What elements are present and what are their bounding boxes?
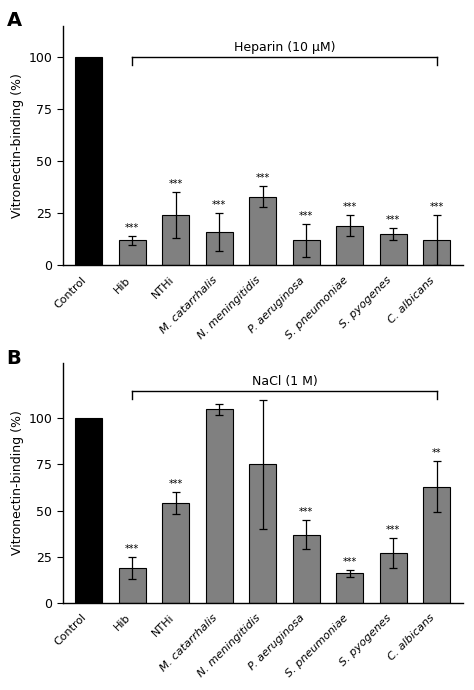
Text: C. albicans: C. albicans <box>387 275 437 325</box>
Bar <box>162 503 189 603</box>
Text: Control: Control <box>53 612 89 648</box>
Text: S. pneumoniae: S. pneumoniae <box>283 275 350 341</box>
Text: NaCl (1 M): NaCl (1 M) <box>252 375 318 388</box>
Bar <box>118 568 146 603</box>
Text: ***: *** <box>386 215 401 225</box>
Text: ***: *** <box>343 557 357 566</box>
Bar <box>249 197 276 266</box>
Text: ***: *** <box>125 223 139 233</box>
Bar <box>75 57 102 266</box>
Bar <box>293 535 320 603</box>
Text: ***: *** <box>386 525 401 535</box>
Bar <box>162 215 189 266</box>
Text: N. meningitidis: N. meningitidis <box>196 275 263 342</box>
Text: A: A <box>7 11 22 30</box>
Text: S. pyogenes: S. pyogenes <box>338 275 393 331</box>
Bar <box>75 418 102 603</box>
Text: Control: Control <box>53 275 89 310</box>
Text: M. catarrhalis: M. catarrhalis <box>158 612 219 673</box>
Text: Hib: Hib <box>112 275 132 295</box>
Y-axis label: Vitronectin-binding (%): Vitronectin-binding (%) <box>11 73 24 218</box>
Text: ***: *** <box>212 200 227 210</box>
Bar <box>423 486 450 603</box>
Text: M. catarrhalis: M. catarrhalis <box>158 275 219 336</box>
Text: NTHi: NTHi <box>150 612 176 638</box>
Text: ***: *** <box>169 179 183 189</box>
Bar <box>206 232 233 266</box>
Text: S. pyogenes: S. pyogenes <box>338 612 393 668</box>
Text: ***: *** <box>255 173 270 183</box>
Bar <box>249 464 276 603</box>
Bar <box>206 409 233 603</box>
Y-axis label: Vitronectin-binding (%): Vitronectin-binding (%) <box>11 411 24 555</box>
Text: **: ** <box>432 448 442 458</box>
Bar <box>380 553 407 603</box>
Bar <box>423 240 450 266</box>
Text: ***: *** <box>169 480 183 489</box>
Bar <box>336 226 363 266</box>
Text: S. pneumoniae: S. pneumoniae <box>283 612 350 678</box>
Bar <box>118 240 146 266</box>
Text: Heparin (10 μM): Heparin (10 μM) <box>234 41 335 54</box>
Text: ***: *** <box>299 507 313 517</box>
Text: C. albicans: C. albicans <box>387 612 437 662</box>
Text: ***: *** <box>429 202 444 213</box>
Text: NTHi: NTHi <box>150 275 176 301</box>
Bar <box>380 234 407 266</box>
Text: P. aeruginosa: P. aeruginosa <box>246 612 306 672</box>
Text: ***: *** <box>125 544 139 554</box>
Text: Hib: Hib <box>112 612 132 633</box>
Text: B: B <box>7 348 21 368</box>
Text: P. aeruginosa: P. aeruginosa <box>246 275 306 335</box>
Text: N. meningitidis: N. meningitidis <box>196 612 263 679</box>
Bar <box>293 240 320 266</box>
Text: ***: *** <box>299 210 313 221</box>
Text: ***: *** <box>343 202 357 213</box>
Bar <box>336 573 363 603</box>
